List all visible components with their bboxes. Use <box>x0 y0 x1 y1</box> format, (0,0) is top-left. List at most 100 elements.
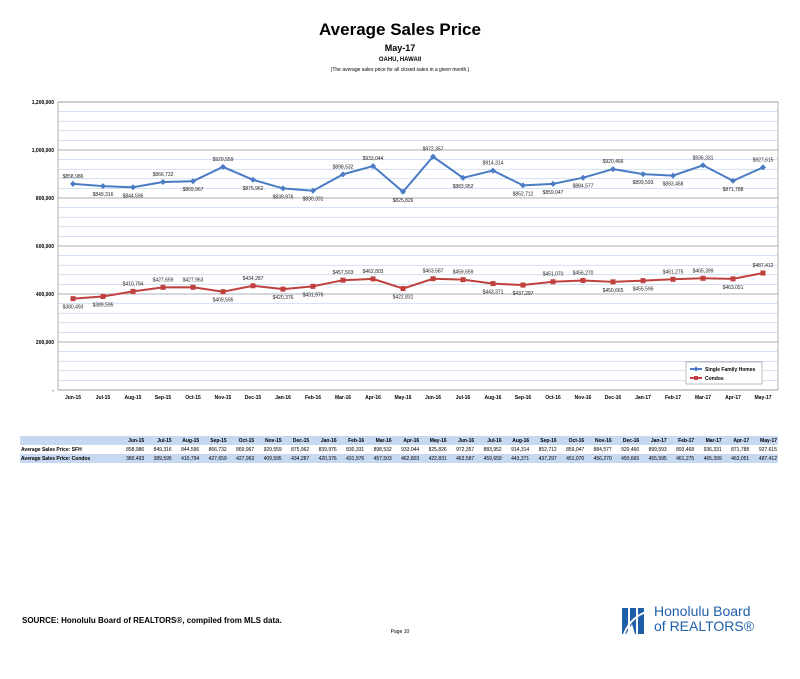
data-label: $457,503 <box>333 270 354 276</box>
data-label: $914,314 <box>483 161 504 167</box>
table-cell: 463,587 <box>447 454 476 463</box>
table-corner <box>20 436 118 445</box>
table-cell: 933,044 <box>392 445 421 454</box>
data-label: $380,493 <box>63 305 84 311</box>
data-label: $409,595 <box>213 298 234 304</box>
data-point <box>220 289 226 295</box>
data-point <box>310 187 316 194</box>
table-cell: 431,976 <box>337 454 366 463</box>
chart-grid <box>57 101 779 391</box>
table-cell: 936,331 <box>695 445 723 454</box>
table-header-cell: Aug-16 <box>502 436 531 445</box>
table-cell: 380,493 <box>117 454 146 463</box>
table-cell: 920,466 <box>612 445 641 454</box>
data-label: $451,070 <box>543 272 564 278</box>
data-point <box>280 185 286 192</box>
data-label: $866,732 <box>153 172 174 178</box>
table-cell: 899,593 <box>640 445 668 454</box>
x-tick-label: Jul-15 <box>96 395 111 401</box>
table-header-cell: Jan-16 <box>310 436 338 445</box>
data-label: $869,967 <box>183 187 204 193</box>
table-header-cell: Mar-16 <box>365 436 393 445</box>
data-point <box>460 277 466 283</box>
table-cell: 422,831 <box>420 454 448 463</box>
x-tick-label: Oct-15 <box>185 395 201 401</box>
data-point <box>640 278 646 284</box>
data-label: $410,794 <box>123 281 144 287</box>
x-tick-label: Jan-16 <box>275 395 291 401</box>
data-label: $875,962 <box>243 186 264 192</box>
data-point <box>190 178 196 185</box>
table-header-cell: May-17 <box>750 436 778 445</box>
table-header-cell: Feb-16 <box>337 436 366 445</box>
data-label: $839,976 <box>273 194 294 200</box>
data-label: $830,331 <box>303 197 324 203</box>
data-point <box>250 176 256 183</box>
data-label: $459,659 <box>453 270 474 276</box>
chart-axes: - 200,000 400,000 600,000 800,000 1,000,000 1,… <box>32 100 772 401</box>
hbr-logo: Honolulu Board of REALTORS® <box>622 602 782 642</box>
table-cell: 434,287 <box>282 454 311 463</box>
table-cell: 914,314 <box>502 445 531 454</box>
page-subtitle: May-17 <box>384 43 416 53</box>
data-point <box>340 171 346 178</box>
data-point <box>190 284 196 290</box>
table-cell: 849,316 <box>145 445 173 454</box>
table-cell: 866,732 <box>200 445 228 454</box>
y-tick-label: 400,000 <box>36 292 54 298</box>
table-cell: 487,412 <box>750 454 778 463</box>
data-label: $920,466 <box>603 159 624 165</box>
chart-series <box>70 153 766 302</box>
data-label: $936,331 <box>693 155 714 161</box>
x-tick-label: Jun-16 <box>425 395 441 401</box>
data-point <box>460 174 466 181</box>
data-label: $883,952 <box>453 184 474 190</box>
data-point <box>70 296 76 302</box>
data-label: $443,371 <box>483 290 504 296</box>
legend-label: Condos <box>705 376 724 382</box>
data-point <box>130 184 136 191</box>
data-label: $463,051 <box>723 285 744 291</box>
x-tick-label: May-16 <box>395 395 412 401</box>
data-point <box>280 286 286 292</box>
table-header-cell: May-16 <box>420 436 448 445</box>
y-tick-label: - <box>52 388 54 394</box>
table-header-cell: Sep-15 <box>200 436 228 445</box>
table-header-cell: Mar-17 <box>695 436 723 445</box>
data-label: $455,595 <box>633 287 654 293</box>
table-cell: 871,788 <box>722 445 751 454</box>
x-tick-label: Dec-15 <box>245 395 262 401</box>
table-cell: 830,331 <box>337 445 366 454</box>
line-chart: - 200,000 400,000 600,000 800,000 1,000,000 1,… <box>32 100 779 401</box>
data-label: $487,412 <box>753 263 774 269</box>
data-point <box>610 279 616 285</box>
data-label: $463,587 <box>423 269 444 275</box>
data-label: $893,468 <box>663 182 684 188</box>
data-label: $858,986 <box>63 174 84 180</box>
data-point <box>100 293 106 299</box>
y-tick-label: 1,200,000 <box>32 100 54 106</box>
data-label: $437,297 <box>513 291 534 297</box>
chart-description: (The average sales price for all closed … <box>330 67 470 73</box>
data-label: $933,044 <box>363 156 384 162</box>
x-tick-label: Apr-16 <box>365 395 381 401</box>
table-cell: 972,357 <box>447 445 476 454</box>
table-cell: 898,532 <box>365 445 393 454</box>
table-header-cell: Feb-17 <box>667 436 696 445</box>
logo-icon <box>622 608 647 635</box>
x-tick-label: Feb-17 <box>665 395 681 401</box>
x-tick-label: Dec-16 <box>605 395 622 401</box>
table-cell: 409,595 <box>255 454 283 463</box>
data-point <box>550 279 556 285</box>
table-cell: 451,070 <box>557 454 586 463</box>
table-header-cell: Oct-15 <box>227 436 256 445</box>
legend-box <box>685 361 763 385</box>
table-cell: 450,665 <box>612 454 641 463</box>
y-tick-label: 800,000 <box>36 196 54 202</box>
logo-line-1: Honolulu Board <box>654 603 751 619</box>
table-header-cell: Apr-16 <box>392 436 421 445</box>
x-tick-label: Aug-16 <box>485 395 502 401</box>
table-header-cell: Apr-17 <box>722 436 751 445</box>
x-tick-label: Jun-15 <box>65 395 81 401</box>
data-point <box>430 153 436 160</box>
